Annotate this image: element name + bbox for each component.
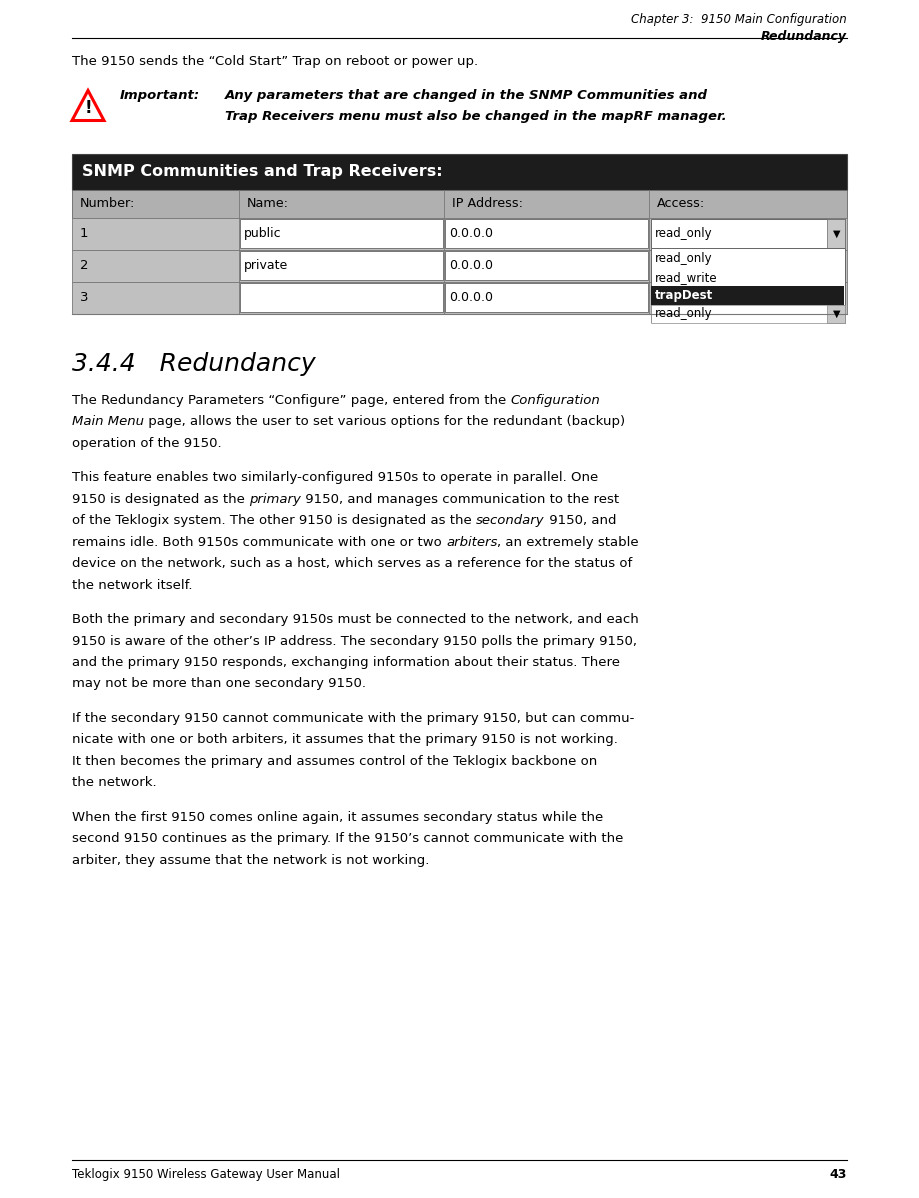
Text: and the primary 9150 responds, exchanging information about their status. There: and the primary 9150 responds, exchangin… [72,657,620,668]
Text: may not be more than one secondary 9150.: may not be more than one secondary 9150. [72,678,366,690]
Text: 0.0.0.0: 0.0.0.0 [449,226,494,240]
Text: 0.0.0.0: 0.0.0.0 [449,291,494,304]
Text: Teklogix 9150 Wireless Gateway User Manual: Teklogix 9150 Wireless Gateway User Manu… [72,1168,340,1181]
Text: page, allows the user to set various options for the redundant (backup): page, allows the user to set various opt… [144,415,625,428]
Text: second 9150 continues as the primary. If the 9150’s cannot communicate with the: second 9150 continues as the primary. If… [72,833,623,846]
FancyBboxPatch shape [651,248,845,321]
Text: 9150, and: 9150, and [545,514,616,527]
Text: read_only: read_only [655,308,712,320]
Text: 9150, and manages communication to the rest: 9150, and manages communication to the r… [301,492,619,506]
Text: primary: primary [249,492,301,506]
Text: SNMP Communities and Trap Receivers:: SNMP Communities and Trap Receivers: [82,164,443,179]
Text: 3.4.4   Redundancy: 3.4.4 Redundancy [72,351,315,375]
Text: 1: 1 [80,226,88,240]
Text: nicate with one or both arbiters, it assumes that the primary 9150 is not workin: nicate with one or both arbiters, it ass… [72,733,618,746]
FancyBboxPatch shape [651,305,845,322]
Text: 0.0.0.0: 0.0.0.0 [449,259,494,272]
FancyBboxPatch shape [72,189,847,218]
Text: 2: 2 [80,259,88,272]
Text: IP Address:: IP Address: [452,196,523,210]
Text: , an extremely stable: , an extremely stable [497,536,639,549]
Text: public: public [244,226,282,240]
FancyBboxPatch shape [72,218,847,249]
Text: !: ! [85,98,92,116]
FancyBboxPatch shape [72,153,847,189]
Text: read_write: read_write [655,271,718,284]
Text: the network.: the network. [72,776,156,789]
Text: It then becomes the primary and assumes control of the Teklogix backbone on: It then becomes the primary and assumes … [72,755,597,768]
Text: The 9150 sends the “Cold Start” Trap on reboot or power up.: The 9150 sends the “Cold Start” Trap on … [72,55,478,68]
Text: Main Menu: Main Menu [72,415,144,428]
Text: remains idle. Both 9150s communicate with one or two: remains idle. Both 9150s communicate wit… [72,536,446,549]
Text: Access:: Access: [657,196,706,210]
FancyBboxPatch shape [240,252,443,280]
Text: When the first 9150 comes online again, it assumes secondary status while the: When the first 9150 comes online again, … [72,811,603,824]
Text: trapDest: trapDest [655,289,713,302]
Text: device on the network, such as a host, which serves as a reference for the statu: device on the network, such as a host, w… [72,557,632,570]
Text: 3: 3 [80,291,88,304]
FancyBboxPatch shape [446,219,648,248]
Text: Both the primary and secondary 9150s must be connected to the network, and each: Both the primary and secondary 9150s mus… [72,613,639,627]
FancyBboxPatch shape [651,219,845,248]
Text: arbiter, they assume that the network is not working.: arbiter, they assume that the network is… [72,854,429,867]
Text: Number:: Number: [80,196,135,210]
Text: Important:: Important: [120,89,200,102]
FancyBboxPatch shape [240,219,443,248]
Text: ▼: ▼ [833,229,840,238]
FancyBboxPatch shape [827,219,845,248]
Text: Configuration: Configuration [510,393,600,406]
Text: The Redundancy Parameters “Configure” page, entered from the: The Redundancy Parameters “Configure” pa… [72,393,510,406]
FancyBboxPatch shape [72,249,847,282]
Text: 43: 43 [830,1168,847,1181]
Text: operation of the 9150.: operation of the 9150. [72,436,221,449]
FancyBboxPatch shape [240,283,443,311]
Text: read_only: read_only [655,226,712,240]
Text: This feature enables two similarly-configured 9150s to operate in parallel. One: This feature enables two similarly-confi… [72,471,598,484]
FancyBboxPatch shape [827,305,845,322]
Text: Any parameters that are changed in the SNMP Communities and: Any parameters that are changed in the S… [225,89,708,102]
Text: the network itself.: the network itself. [72,579,192,592]
Text: Redundancy: Redundancy [761,30,847,43]
Text: If the secondary 9150 cannot communicate with the primary 9150, but can commu-: If the secondary 9150 cannot communicate… [72,712,634,725]
Text: arbiters: arbiters [446,536,497,549]
FancyBboxPatch shape [72,282,847,314]
Text: 9150 is aware of the other’s IP address. The secondary 9150 polls the primary 91: 9150 is aware of the other’s IP address.… [72,635,637,647]
FancyBboxPatch shape [446,283,648,311]
FancyBboxPatch shape [446,252,648,280]
Text: Chapter 3:  9150 Main Configuration: Chapter 3: 9150 Main Configuration [631,13,847,26]
Text: read_only: read_only [655,253,712,265]
Text: Name:: Name: [246,196,289,210]
Text: private: private [244,259,289,272]
FancyBboxPatch shape [651,286,845,304]
Text: Trap Receivers menu must also be changed in the mapRF manager.: Trap Receivers menu must also be changed… [225,110,727,123]
Text: of the Teklogix system. The other 9150 is designated as the: of the Teklogix system. The other 9150 i… [72,514,476,527]
Text: 9150 is designated as the: 9150 is designated as the [72,492,249,506]
Text: ▼: ▼ [833,309,840,319]
Text: secondary: secondary [476,514,545,527]
